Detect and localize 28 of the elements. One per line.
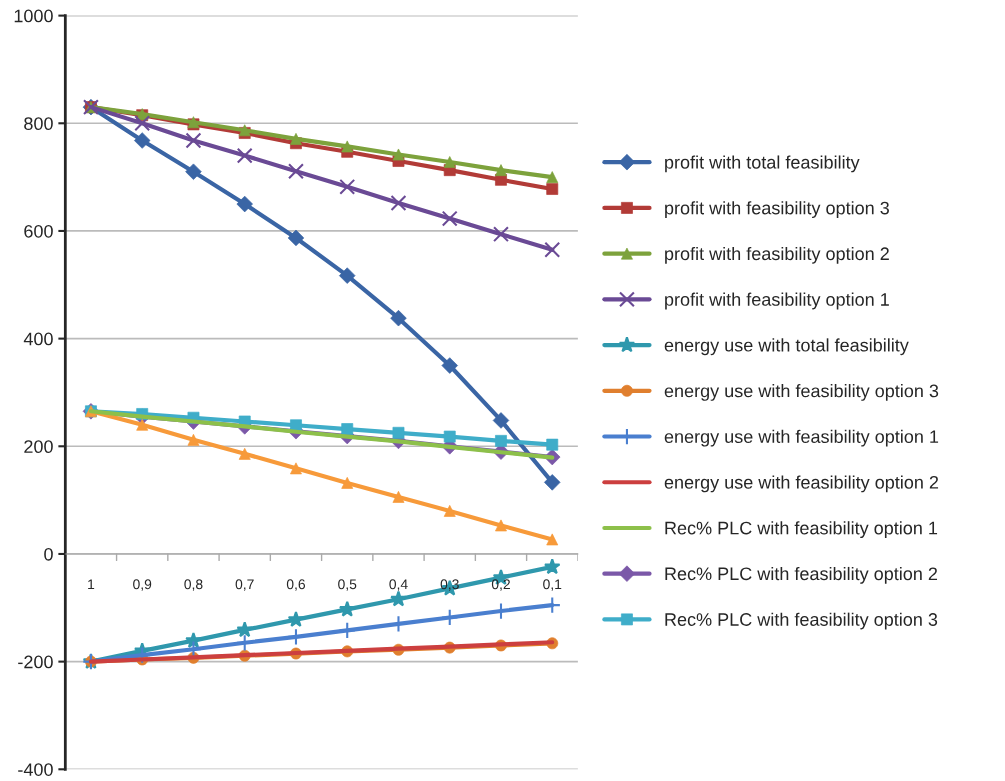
x-tick-label: 0,7 (235, 579, 254, 591)
x-tick-label: 0,5 (338, 579, 357, 591)
y-tick-label: -200 (18, 655, 53, 669)
y-tick-label: 400 (23, 332, 53, 346)
y-tick-label: 800 (24, 117, 53, 131)
legend-label: profit with feasibility option 2 (665, 246, 889, 264)
x-tick-label: 1 (88, 579, 95, 590)
x-tick-label: 0,2 (491, 579, 510, 591)
legend-label: Rec% PLC with feasibility option 1 (665, 521, 938, 539)
legend-label: Rec% PLC with feasibility option 3 (665, 612, 938, 630)
legend-label: profit with feasibility option 1 (665, 292, 889, 310)
y-tick-label: 1000 (14, 9, 53, 23)
y-tick-label: 0 (44, 547, 53, 561)
y-tick-label: -400 (18, 763, 53, 777)
legend-label: energy use with feasibility option 3 (664, 384, 939, 401)
legend-label: energy use with feasibility option 2 (664, 475, 939, 493)
legend-label: profit with feasibility option 3 (665, 201, 889, 218)
x-tick-label: 0,6 (286, 579, 306, 591)
legend-label: energy use with feasibility option 1 (664, 429, 939, 447)
legend-label: profit with total feasibility (665, 155, 860, 173)
legend-label: energy use with total feasibility (664, 338, 909, 356)
legend-label: Rec% PLC with feasibility option 2 (665, 566, 938, 584)
x-tick-label: 0,8 (184, 579, 203, 591)
y-tick-label: 600 (24, 224, 53, 238)
y-tick-label: 200 (24, 440, 53, 454)
x-tick-label: 0,1 (543, 579, 562, 591)
x-tick-label: 0,9 (133, 579, 152, 591)
x-tick-label: 0,4 (389, 579, 408, 591)
